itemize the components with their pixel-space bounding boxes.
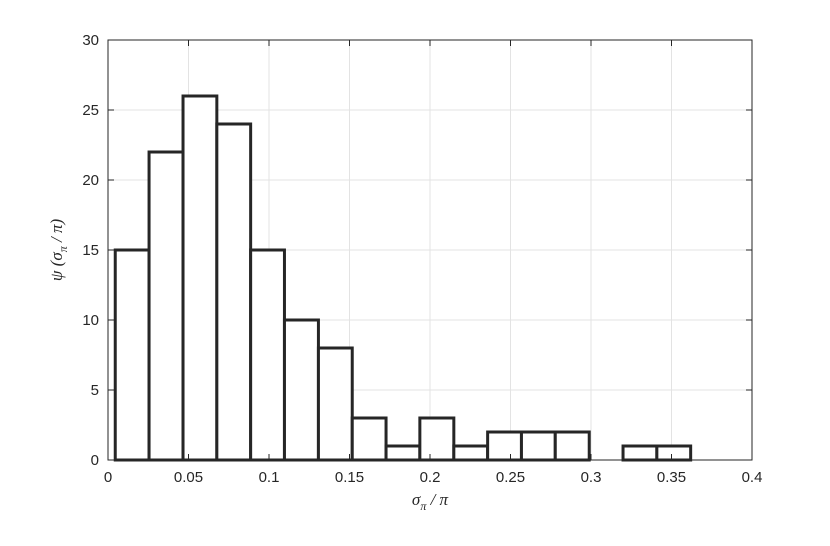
histogram-bar [147,150,185,462]
histogram-bar [249,248,286,462]
histogram-bar [519,430,557,462]
x-tick-label: 0.2 [420,469,441,486]
y-axis-label-subscript: π [56,245,70,252]
y-tick-label: 30 [82,32,99,49]
histogram-bar [181,94,219,462]
histogram-bar [316,346,354,462]
x-tick-label: 0 [104,469,112,486]
x-tick-label: 0.05 [174,469,203,486]
y-tick-label: 15 [82,242,99,259]
y-axis-label-rest: / π) [47,219,66,247]
x-axis-label: σπ / π [412,490,449,513]
y-axis-label: ψ (σπ / π) [47,219,70,282]
histogram-bar [553,430,591,462]
histogram-bar [621,444,659,462]
y-tick-label: 5 [91,382,99,399]
y-axis-label-symbol: σ [47,252,66,261]
histogram-bar [113,248,151,462]
histogram-bar [350,416,388,462]
x-ticks: 0 0.05 0.1 0.15 0.2 0.25 0.3 0.35 0.4 [104,40,763,486]
x-tick-label: 0.35 [657,469,686,486]
histogram-bar [282,318,320,462]
x-axis-label-rest: / π [426,490,448,509]
x-tick-label: 0.3 [581,469,602,486]
x-tick-label: 0.4 [742,469,763,486]
bars [113,94,693,462]
y-tick-label: 20 [82,172,99,189]
x-axis-label-subscript: π [420,499,427,513]
histogram-bar [655,444,693,462]
x-tick-label: 0.1 [259,469,280,486]
x-tick-label: 0.25 [496,469,525,486]
y-axis-label-function: ψ ( [47,259,66,281]
y-tick-label: 25 [82,102,99,119]
histogram-bar [418,416,456,462]
x-tick-label: 0.15 [335,469,364,486]
histogram-bar [486,430,523,462]
y-tick-label: 0 [91,452,99,469]
histogram-bar [384,444,422,462]
y-ticks: 0 5 10 15 20 25 30 [82,32,752,469]
histogram-bar [452,444,490,462]
y-tick-label: 10 [82,312,99,329]
x-axis-label-symbol: σ [412,490,421,509]
histogram-bar [215,122,253,462]
